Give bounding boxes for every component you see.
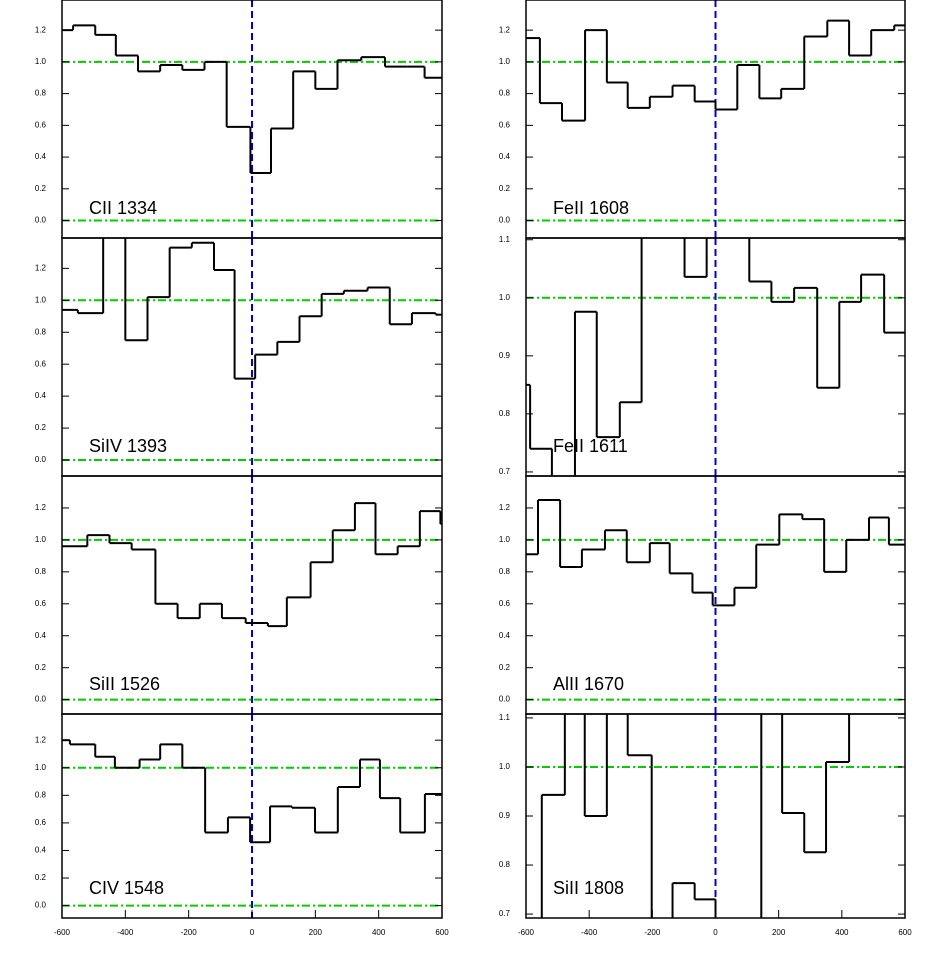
x-tick-label: -600: [54, 928, 71, 937]
y-tick-label: 1.2: [35, 503, 47, 512]
plot-area: [62, 476, 442, 714]
y-tick-label: 0.8: [499, 860, 511, 869]
panel: 0.7 0.8 0.9 1.0 1.1 FeII 1611: [499, 235, 906, 477]
plot-area: [526, 714, 905, 918]
x-tick-label: -600: [518, 928, 535, 937]
x-tick-label: 200: [772, 928, 786, 937]
y-tick-label: 0.0: [499, 695, 511, 704]
y-tick-label: 0.4: [499, 152, 511, 161]
y-tick-label: 0.6: [499, 599, 511, 608]
panel-label: AlII 1670: [553, 674, 624, 694]
panel: 0.0 0.2 0.4 0.6 0.8 1.0 1.2 FeII 1608: [499, 0, 906, 239]
y-tick-label: 1.0: [35, 763, 47, 772]
plot-area: [526, 476, 905, 714]
y-tick-label: 0.0: [35, 455, 47, 464]
y-tick-label: 0.0: [35, 695, 47, 704]
panel-label: SiII 1808: [553, 878, 624, 898]
panel: 0.7 0.8 0.9 1.0 1.1 -600 -400 -200 0 200 400 600 SiI…: [499, 713, 912, 937]
x-tick-label: 400: [372, 928, 386, 937]
y-tick-label: 0.8: [35, 89, 47, 98]
y-tick-label: 0.8: [499, 89, 511, 98]
y-tick-label: 1.2: [499, 503, 511, 512]
y-tick-label: 0.8: [35, 567, 47, 576]
y-tick-label: 1.0: [499, 762, 511, 771]
y-tick-label: 0.2: [35, 873, 47, 882]
plot-area: [62, 714, 442, 918]
y-tick-label: 1.1: [499, 235, 511, 244]
y-tick-label: 0.6: [35, 359, 47, 368]
y-tick-label: 0.0: [35, 216, 47, 225]
y-tick-label: 0.8: [499, 409, 511, 418]
x-tick-label: 0: [713, 928, 718, 937]
y-tick-label: 0.6: [499, 120, 511, 129]
y-tick-label: 0.0: [499, 216, 511, 225]
y-tick-label: 0.7: [499, 467, 511, 476]
panel-label: FeII 1611: [553, 436, 628, 456]
y-tick-label: 0.2: [499, 184, 511, 193]
panel: 0.0 0.2 0.4 0.6 0.8 1.0 1.2 SiIV 1393: [35, 237, 443, 477]
y-tick-label: 1.2: [35, 25, 47, 34]
y-tick-label: 0.0: [35, 901, 47, 910]
panel-label: SiII 1526: [89, 674, 160, 694]
y-tick-label: 1.0: [35, 535, 47, 544]
plot-area: [62, 0, 442, 238]
y-tick-label: 0.8: [35, 790, 47, 799]
x-tick-label: 200: [309, 928, 323, 937]
y-tick-label: 0.8: [499, 567, 511, 576]
x-tick-label: -200: [644, 928, 661, 937]
panel: 0.0 0.2 0.4 0.6 0.8 1.0 1.2 CII 1334: [35, 0, 443, 239]
y-tick-label: 0.8: [35, 327, 47, 336]
y-tick-label: 1.2: [35, 735, 47, 744]
y-tick-label: 1.0: [499, 535, 511, 544]
y-tick-label: 0.2: [35, 663, 47, 672]
panel: 0.0 0.2 0.4 0.6 0.8 1.0 1.2 -600 -400 -200 0 200 400…: [35, 713, 449, 937]
x-tick-label: 600: [898, 928, 912, 937]
y-tick-label: 1.0: [35, 295, 47, 304]
y-tick-label: 0.4: [35, 152, 47, 161]
panel-label: FeII 1608: [553, 198, 629, 218]
y-tick-label: 0.4: [499, 631, 511, 640]
y-tick-label: 1.2: [35, 263, 47, 272]
panel-label: SiIV 1393: [89, 436, 167, 456]
panel: 0.0 0.2 0.4 0.6 0.8 1.0 1.2 AlII 1670: [499, 475, 906, 715]
x-tick-label: -400: [117, 928, 134, 937]
panel: 0.0 0.2 0.4 0.6 0.8 1.0 1.2 SiII 1526: [35, 475, 443, 715]
y-tick-label: 1.0: [499, 57, 511, 66]
plot-area: [62, 238, 442, 476]
y-tick-label: 0.4: [35, 631, 47, 640]
x-tick-label: -400: [581, 928, 598, 937]
y-tick-label: 0.2: [35, 423, 47, 432]
y-tick-label: 1.0: [35, 57, 47, 66]
x-tick-label: 600: [435, 928, 449, 937]
x-tick-label: 0: [250, 928, 255, 937]
y-tick-label: 0.9: [499, 811, 511, 820]
x-tick-label: -200: [181, 928, 198, 937]
y-tick-label: 0.9: [499, 351, 511, 360]
plot-area: [526, 238, 905, 476]
panel-label: CII 1334: [89, 198, 157, 218]
y-tick-label: 0.2: [499, 663, 511, 672]
y-tick-label: 0.7: [499, 909, 511, 918]
plot-area: [526, 0, 905, 238]
y-tick-label: 1.1: [499, 713, 511, 722]
y-tick-label: 1.0: [499, 293, 511, 302]
y-tick-label: 0.4: [35, 846, 47, 855]
y-tick-label: 0.2: [35, 184, 47, 193]
panel-label: CIV 1548: [89, 878, 164, 898]
x-tick-label: 400: [835, 928, 849, 937]
y-tick-label: 0.6: [35, 120, 47, 129]
y-tick-label: 0.6: [35, 599, 47, 608]
y-tick-label: 0.6: [35, 818, 47, 827]
y-tick-label: 0.4: [35, 391, 47, 400]
y-tick-label: 1.2: [499, 25, 511, 34]
